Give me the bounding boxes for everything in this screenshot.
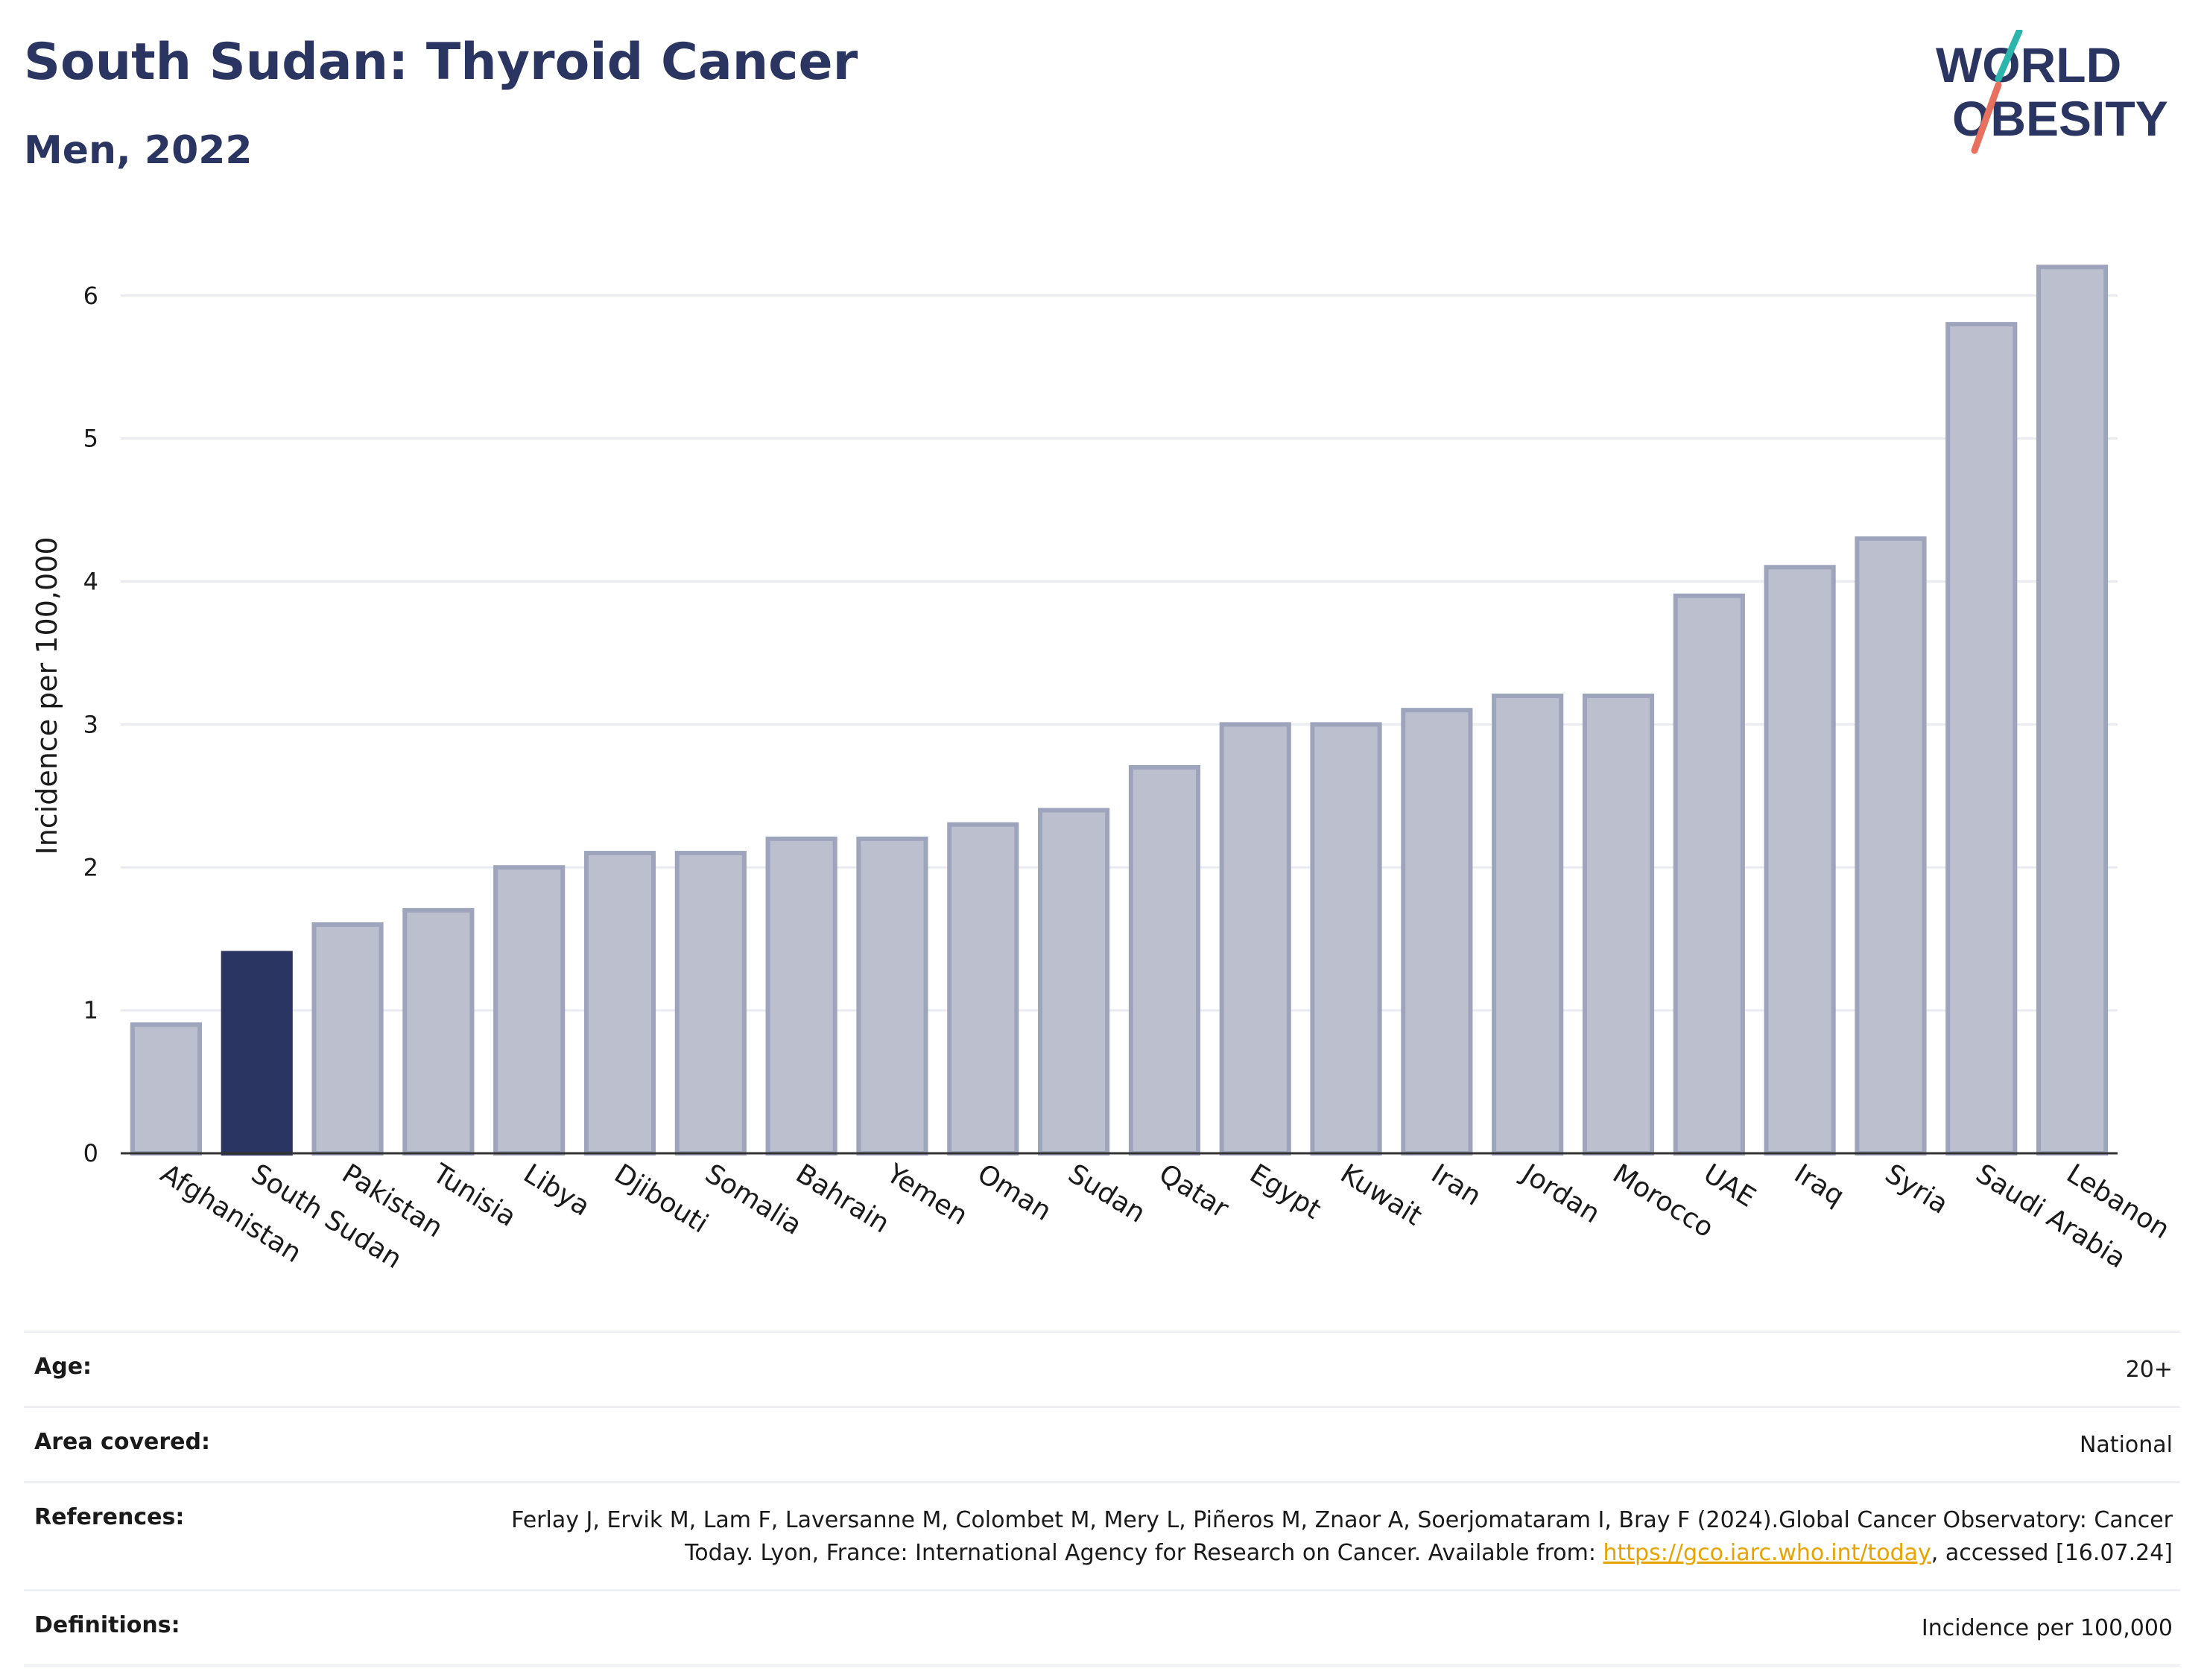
y-tick-label: 0	[83, 1139, 98, 1167]
x-tick-label: Syria	[1880, 1158, 1954, 1220]
bar-somalia	[674, 851, 747, 1156]
bar-egypt	[1219, 722, 1291, 1156]
y-tick-label: 4	[83, 568, 98, 596]
references-label: References:	[34, 1504, 185, 1530]
bar-lebanon	[2036, 264, 2109, 1156]
x-tick-label: Somalia	[700, 1158, 807, 1241]
references-accessed: , accessed [16.07.24]	[1931, 1540, 2173, 1566]
age-label: Age:	[34, 1354, 92, 1380]
y-tick-label: 2	[83, 853, 98, 881]
references-value: Ferlay J, Ervik M, Lam F, Laversanne M, …	[459, 1504, 2173, 1570]
x-tick-label: Djibouti	[609, 1158, 713, 1240]
x-tick-label: Saudi Arabia	[1971, 1158, 2131, 1275]
x-tick-label: Libya	[518, 1158, 595, 1223]
bar-oman	[947, 822, 1019, 1156]
bar-saudi-arabia	[1945, 322, 2018, 1156]
info-row-references: References: Ferlay J, Ervik M, Lam F, La…	[24, 1481, 2180, 1589]
bar-bahrain	[765, 836, 837, 1156]
y-tick-label: 1	[83, 996, 98, 1024]
y-tick-label: 5	[83, 425, 98, 453]
bar-iran	[1401, 708, 1473, 1156]
bar-iraq	[1764, 565, 1836, 1156]
references-link[interactable]: https://gco.iarc.who.int/today	[1603, 1540, 1931, 1566]
x-tick-label: Yemen	[881, 1158, 973, 1232]
definitions-value: Incidence per 100,000	[1921, 1615, 2173, 1641]
logo-coral-slash-icon	[1971, 81, 2002, 154]
definitions-label: Definitions:	[34, 1612, 180, 1638]
info-row-age: Age: 20+	[24, 1331, 2180, 1406]
x-tick-label: Bahrain	[791, 1158, 895, 1240]
x-tick-label: UAE	[1698, 1158, 1761, 1214]
x-tick-label: Jordan	[1516, 1158, 1606, 1230]
x-tick-label: Iran	[1426, 1158, 1486, 1212]
x-tick-label: Sudan	[1063, 1158, 1150, 1229]
page-subtitle: Men, 2022	[24, 128, 253, 173]
y-axis-label: Incidence per 100,000	[31, 536, 63, 855]
bar-afghanistan	[130, 1022, 202, 1156]
bar-qatar	[1128, 764, 1200, 1156]
references-text: Ferlay J, Ervik M, Lam F, Laversanne M, …	[511, 1507, 2173, 1566]
bar-yemen	[856, 836, 928, 1156]
bar-djibouti	[583, 851, 656, 1156]
x-tick-label: Kuwait	[1335, 1158, 1428, 1232]
age-value: 20+	[2125, 1357, 2173, 1383]
x-tick-label: Egypt	[1244, 1158, 1326, 1226]
bar-tunisia	[402, 907, 475, 1156]
bar-south-sudan	[221, 951, 293, 1156]
bar-syria	[1855, 536, 1927, 1156]
y-tick-label: 3	[83, 710, 98, 738]
world-obesity-logo: WORLD OBESITY	[1936, 30, 2168, 154]
bar-sudan	[1038, 808, 1110, 1156]
area-value: National	[2079, 1432, 2173, 1458]
x-tick-label: South Sudan	[246, 1158, 407, 1275]
page-title: South Sudan: Thyroid Cancer	[24, 33, 858, 92]
logo-teal-slash-icon	[1995, 30, 2023, 83]
x-tick-label: Iraq	[1789, 1158, 1849, 1212]
bar-uae	[1673, 593, 1745, 1156]
bar-libya	[493, 865, 566, 1156]
x-tick-label: Oman	[972, 1158, 1057, 1227]
bar-kuwait	[1310, 722, 1382, 1156]
bar-pakistan	[311, 922, 384, 1156]
x-tick-label: Qatar	[1153, 1158, 1234, 1225]
x-tick-label: Morocco	[1607, 1158, 1719, 1244]
info-table: Age: 20+ Area covered: National Referenc…	[24, 1331, 2180, 1667]
bar-morocco	[1582, 694, 1655, 1156]
area-label: Area covered:	[34, 1429, 210, 1455]
bar-jordan	[1492, 694, 1564, 1156]
info-row-area: Area covered: National	[24, 1406, 2180, 1481]
y-tick-label: 6	[83, 282, 98, 310]
logo-word-world: WORLD	[1936, 37, 2121, 92]
info-row-definitions: Definitions: Incidence per 100,000	[24, 1589, 2180, 1667]
